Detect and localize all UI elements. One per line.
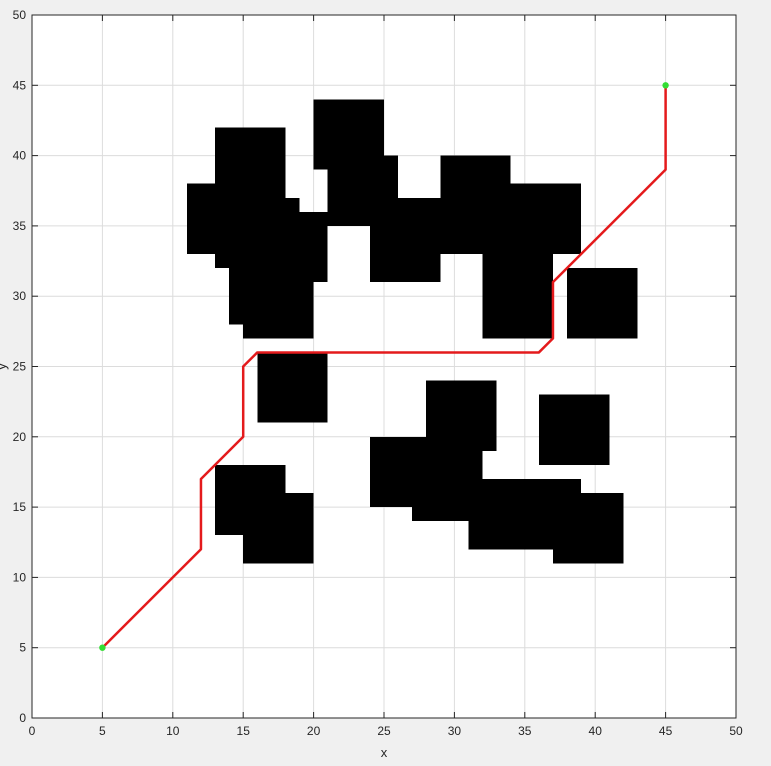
- x-tick-label-3: 15: [237, 724, 251, 738]
- obstacle-19: [538, 394, 610, 465]
- obstacle-9: [440, 155, 511, 255]
- obstacle-12: [567, 268, 638, 339]
- y-tick-label-6: 30: [13, 289, 27, 303]
- y-tick-label-10: 50: [13, 8, 27, 22]
- y-tick-label-8: 40: [13, 149, 27, 163]
- y-tick-label-0: 0: [19, 711, 26, 725]
- y-tick-label-9: 45: [13, 78, 27, 92]
- x-axis-label: x: [381, 745, 388, 760]
- y-tick-label-3: 15: [13, 500, 27, 514]
- y-tick-label-1: 5: [19, 641, 26, 655]
- x-tick-label-0: 0: [29, 724, 36, 738]
- obstacle-8: [369, 197, 441, 283]
- y-tick-label-2: 10: [13, 570, 27, 584]
- obstacle-10: [510, 183, 582, 255]
- x-tick-label-4: 20: [307, 724, 321, 738]
- x-tick-label-10: 50: [729, 724, 743, 738]
- axis-ticks: 0 5 10 15 20 25 30 35 40 45 50 0 5 10 15 20 25 30 35 40 45 50: [13, 8, 743, 738]
- path-series: [101, 84, 667, 649]
- obstacle-21: [243, 493, 314, 564]
- x-tick-label-7: 35: [518, 724, 532, 738]
- obstacle-11: [482, 254, 553, 339]
- x-tick-label-2: 10: [166, 724, 180, 738]
- obstacle-18: [552, 493, 624, 564]
- path-line-0: [101, 84, 667, 649]
- y-axis-label: y: [0, 363, 9, 370]
- x-tick-label-9: 45: [659, 724, 673, 738]
- y-tick-label-7: 35: [13, 219, 27, 233]
- start-point: [99, 644, 106, 651]
- obstacles: [186, 99, 638, 564]
- goal-point: [662, 82, 669, 89]
- endpoint-markers: [99, 82, 669, 651]
- y-tick-label-5: 25: [13, 360, 27, 374]
- y-tick-label-4: 20: [13, 430, 27, 444]
- obstacle-5: [243, 282, 314, 339]
- x-tick-label-8: 40: [589, 724, 603, 738]
- x-tick-label-5: 25: [377, 724, 391, 738]
- x-tick-label-6: 30: [448, 724, 462, 738]
- x-tick-label-1: 5: [99, 724, 106, 738]
- obstacle-13: [257, 352, 328, 423]
